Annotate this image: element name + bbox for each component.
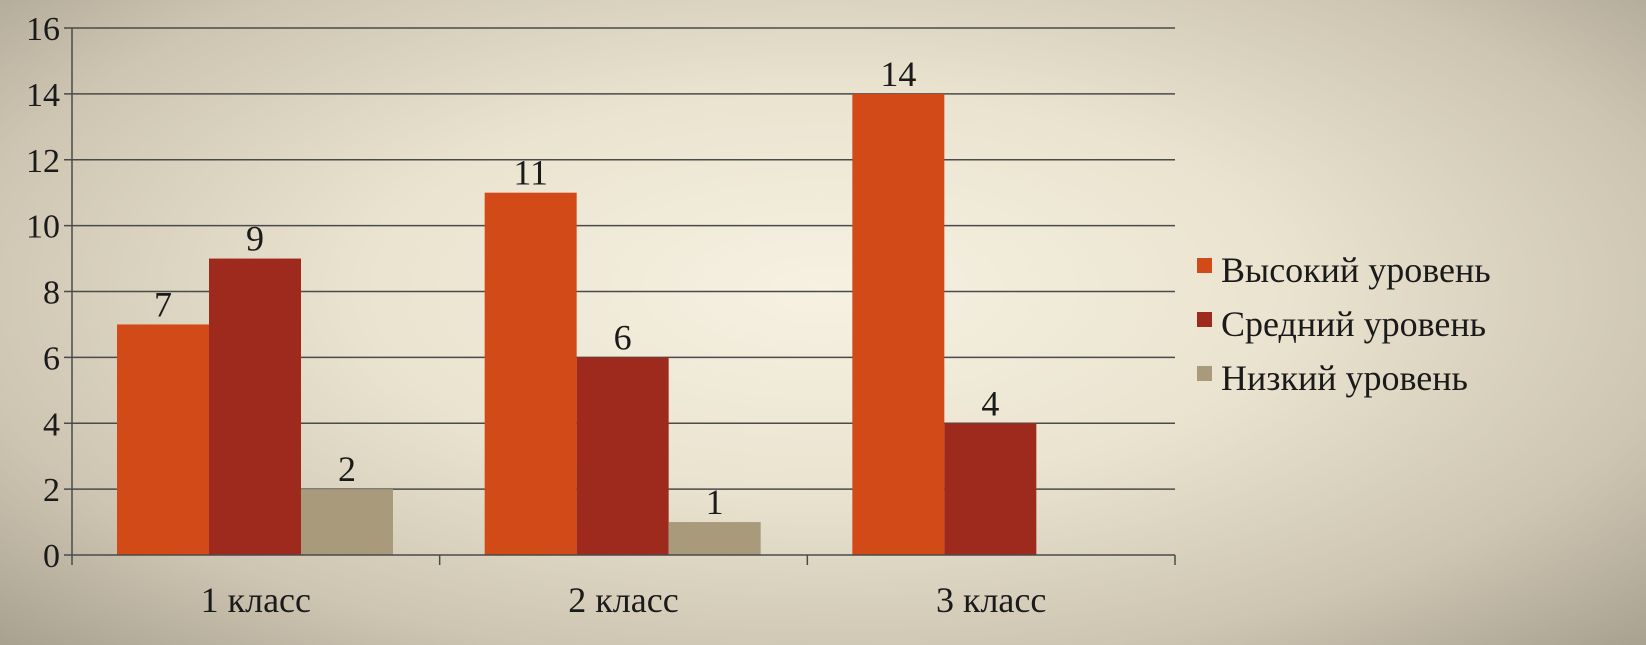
bars (117, 93, 1037, 555)
bar (944, 423, 1037, 555)
y-tick-label: 14 (26, 77, 60, 114)
data-label: 14 (880, 54, 916, 94)
y-tick-label: 4 (43, 406, 60, 443)
y-tick-label: 0 (43, 538, 60, 575)
data-label: 7 (154, 284, 172, 324)
data-label: 6 (614, 317, 632, 357)
y-tick-label: 12 (26, 143, 60, 180)
y-tick-label: 2 (43, 472, 60, 509)
legend-label: Средний уровень (1221, 304, 1486, 344)
legend-label: Низкий уровень (1221, 358, 1468, 398)
y-tick-label: 8 (43, 275, 60, 312)
legend-swatch (1197, 312, 1212, 327)
data-label: 2 (338, 449, 356, 489)
bar (209, 258, 301, 555)
x-category-label: 3 класс (936, 580, 1046, 620)
bar (301, 489, 393, 555)
legend-swatch (1197, 366, 1212, 381)
data-labels: 7 11 14 9 6 4 2 1 (154, 54, 999, 522)
bar (852, 93, 945, 555)
y-tick-label: 6 (43, 340, 60, 377)
legend: Высокий уровень Средний уровень Низкий уро… (1197, 250, 1491, 398)
legend-swatch (1197, 258, 1212, 273)
data-label: 1 (706, 482, 724, 522)
y-tick-label: 16 (26, 11, 60, 48)
legend-label: Высокий уровень (1221, 250, 1491, 290)
data-label: 11 (513, 153, 548, 193)
x-category-label: 2 класс (568, 580, 678, 620)
data-label: 9 (246, 219, 264, 259)
data-label: 4 (981, 383, 999, 423)
x-category-label: 1 класс (201, 580, 311, 620)
bar (117, 324, 209, 555)
bar (576, 357, 669, 555)
bar (484, 192, 577, 555)
bar (668, 522, 761, 555)
y-tick-label: 10 (26, 209, 60, 246)
